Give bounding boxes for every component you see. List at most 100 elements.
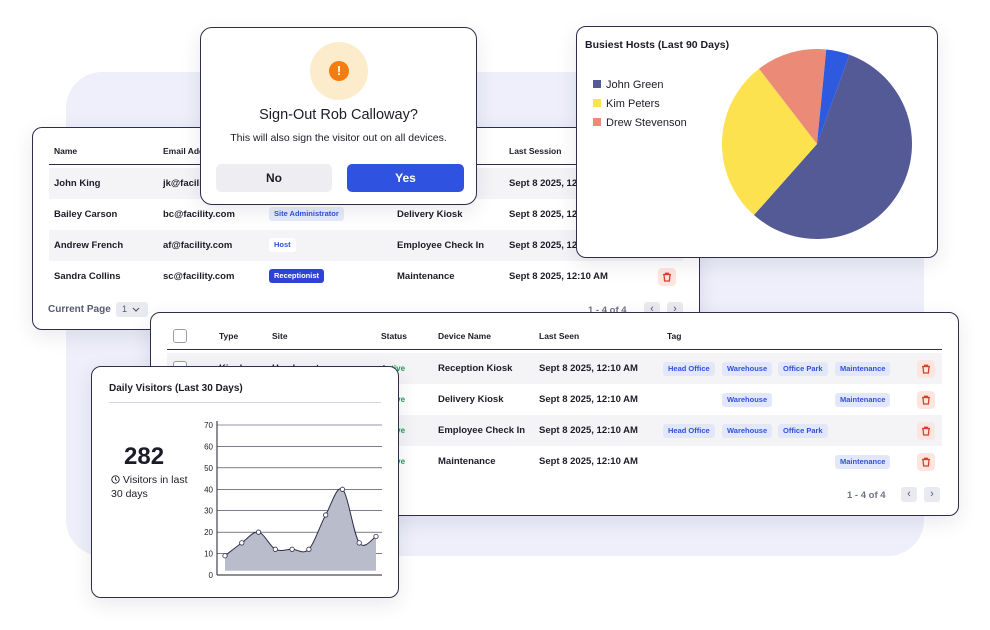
area-fill (225, 488, 376, 571)
tag-badge: Head Office (663, 362, 715, 376)
user-name: John King (54, 178, 101, 189)
legend-swatch (593, 80, 601, 88)
warning-icon-halo: ! (310, 42, 368, 100)
page-value: 1 (122, 304, 128, 314)
role-badge: Host (269, 238, 296, 253)
no-button[interactable]: No (216, 164, 332, 192)
role-cell: Receptionist (269, 261, 325, 292)
last-session: Sept 8 2025, 12:10 AM (509, 209, 608, 220)
tag-badge: Maintenance (835, 455, 891, 469)
dialog-subtitle: This will also sign the visitor out on a… (230, 132, 447, 144)
data-point (373, 533, 379, 540)
col-header-email: Email Addr (163, 146, 208, 156)
tag-badge: Maintenance (835, 362, 891, 376)
area-chart: 0 10 20 30 40 50 60 70 (204, 421, 382, 580)
visitor-count: 282 (124, 443, 165, 470)
device-name: Reception Kiosk (438, 363, 513, 374)
user-name: Bailey Carson (54, 209, 118, 220)
pie-title: Busiest Hosts (Last 90 Days) (585, 39, 730, 51)
col-header-site: Site (272, 331, 288, 341)
table-row[interactable]: Kiosk Headquarters Active Reception Kios… (167, 353, 942, 384)
legend-swatch (593, 118, 601, 126)
trash-icon (922, 395, 930, 405)
data-point (356, 540, 362, 546)
delete-button[interactable] (917, 360, 935, 378)
data-point (255, 529, 262, 535)
y-tick-label: 30 (204, 507, 213, 516)
legend-item: John Green (593, 79, 663, 91)
pie-chart (722, 49, 912, 239)
pie-slice (722, 68, 817, 216)
prev-page-button[interactable]: ‹ (901, 487, 917, 502)
tag-badge: Office Park (778, 424, 828, 438)
delete-button[interactable] (917, 422, 935, 440)
delete-button[interactable] (917, 453, 935, 471)
page-count: 1 - 4 of 4 (847, 490, 886, 501)
legend-label: Kim Peters (606, 98, 660, 110)
yes-button[interactable]: Yes (347, 164, 464, 192)
table-row[interactable]: Sandra Collins sc@facility.com Reception… (49, 261, 683, 292)
y-tick-label: 60 (204, 442, 213, 451)
device-name: Delivery Kiosk (397, 209, 463, 220)
y-tick-label: 10 (204, 550, 213, 559)
delete-button[interactable] (917, 391, 935, 409)
sign-out-dialog: ! Sign-Out Rob Calloway? This will also … (200, 27, 477, 205)
trash-icon (922, 364, 930, 374)
y-tick-label: 50 (204, 464, 213, 473)
tag-badge: Warehouse (722, 393, 773, 407)
page-select[interactable]: 1 (116, 302, 148, 317)
trash-icon (922, 426, 930, 436)
legend-label: John Green (606, 79, 664, 91)
chevron-right-icon: › (930, 488, 934, 500)
y-tick-label: 70 (204, 421, 213, 430)
role-badge: Receptionist (269, 269, 325, 284)
title-divider (109, 402, 381, 403)
pie-slice (759, 49, 827, 144)
chevron-left-icon: ‹ (650, 303, 654, 315)
user-name: Sandra Collins (54, 271, 121, 282)
visitor-count-caption: Visitors in last 30 days (111, 473, 201, 501)
data-point (239, 540, 245, 546)
data-point (323, 512, 329, 518)
next-page-button[interactable]: › (924, 487, 940, 502)
table-row[interactable]: Active Maintenance Sept 8 2025, 12:10 AM… (167, 446, 942, 477)
chevron-right-icon: › (673, 303, 677, 315)
delete-button[interactable] (658, 268, 676, 286)
visitor-count-sub: Visitors in last 30 days (111, 474, 188, 500)
table-row[interactable]: Active Delivery Kiosk Sept 8 2025, 12:10… (167, 384, 942, 415)
visitors-title: Daily Visitors (Last 30 Days) (109, 383, 243, 394)
user-email: bc@facility.com (163, 209, 235, 220)
daily-visitors-card: Daily Visitors (Last 30 Days) 282 Visito… (91, 366, 399, 598)
pager-label: Current Page (48, 304, 111, 315)
legend-label: Drew Stevenson (606, 117, 687, 129)
exclamation-icon: ! (329, 61, 349, 81)
role-badge: Site Administrator (269, 207, 344, 222)
legend-swatch (593, 99, 601, 107)
chevron-down-icon (132, 307, 140, 312)
data-point (289, 546, 295, 552)
col-header-status: Status (381, 331, 407, 341)
last-seen: Sept 8 2025, 12:10 AM (539, 456, 638, 467)
user-name: Andrew French (54, 240, 124, 251)
data-point (306, 546, 312, 552)
last-seen: Sept 8 2025, 12:10 AM (539, 425, 638, 436)
last-session: Sept 8 2025, 12:10 AM (509, 178, 608, 189)
col-header-name: Name (54, 146, 78, 156)
busiest-hosts-card: Busiest Hosts (Last 90 Days) John Green … (576, 26, 938, 258)
header-divider (167, 349, 942, 350)
legend-item: Drew Stevenson (593, 117, 687, 129)
dialog-title: Sign-Out Rob Calloway? (259, 107, 418, 123)
data-point (339, 486, 346, 492)
device-name: Delivery Kiosk (438, 394, 504, 405)
device-name: Employee Check In (438, 425, 526, 436)
series-line (224, 488, 377, 557)
col-header-last-seen: Last Seen (539, 331, 580, 341)
trash-icon (922, 457, 930, 467)
tag-badge: Maintenance (835, 393, 891, 407)
col-header-tag: Tag (667, 331, 682, 341)
device-name: Employee Check In (397, 240, 485, 251)
col-header-last-session: Last Session (509, 146, 562, 156)
col-header-device-name: Device Name (438, 331, 491, 341)
user-email: sc@facility.com (163, 271, 235, 282)
select-all-checkbox[interactable] (173, 329, 187, 343)
